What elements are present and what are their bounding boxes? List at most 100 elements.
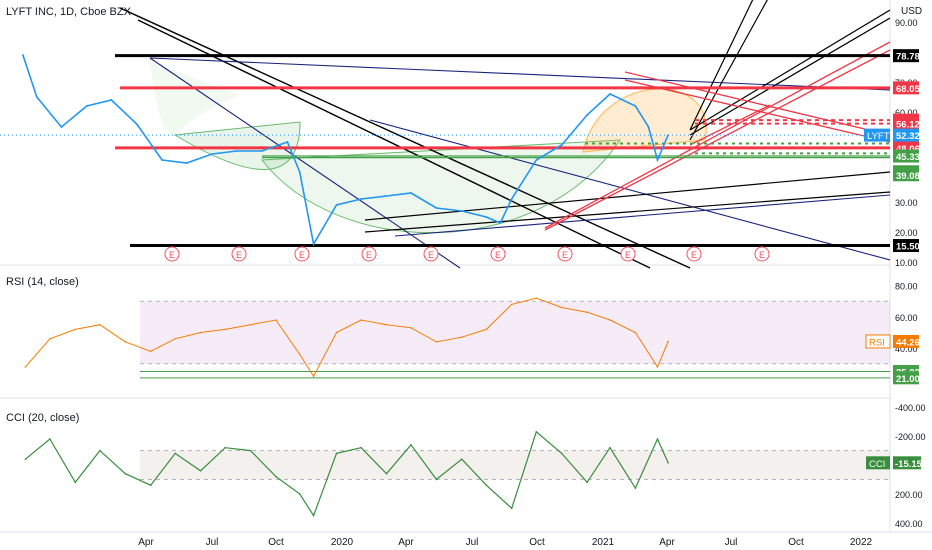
price-point [185,162,188,164]
cci-point [124,472,127,475]
price-point [60,126,63,128]
curve-fill [150,62,240,136]
time-axis-label: Oct [268,537,284,548]
earnings-marker[interactable]: E [490,246,506,262]
rsi-point [24,366,27,368]
rsi-point [224,328,226,331]
trendline [394,194,891,237]
rsi-point [249,323,252,326]
rsi-point [174,337,177,340]
cci-point [298,493,301,495]
rsi-point [199,331,202,334]
cci-point [385,472,388,475]
price-point [161,159,164,161]
trendline [364,191,891,233]
earnings-marker[interactable]: E [231,246,247,262]
price-point [298,171,301,173]
time-axis-label: 2022 [850,537,873,548]
cci-point [99,449,101,452]
rsi-point [385,323,388,326]
rsi-point [460,336,463,338]
price-point [499,222,502,224]
earnings-marker[interactable]: E [423,246,439,262]
cci-point [224,446,226,449]
earnings-circle [557,246,573,262]
cci-point [360,446,362,449]
earnings-marker[interactable]: E [361,246,377,262]
tag-background [893,81,919,95]
earnings-label: E [691,250,697,260]
earnings-label: E [236,250,242,260]
price-point [634,105,637,107]
last-price-tag[interactable]: LYFT 52.32 [864,128,920,143]
cci-point [24,458,27,461]
price-point [510,198,513,200]
price-point [647,126,650,128]
cci-point [435,478,438,481]
earnings-marker[interactable]: E [754,246,770,262]
price-point [435,207,438,209]
earnings-label: E [366,250,372,260]
price-point [261,150,263,152]
price-axis-tick: 10.00 [895,258,918,268]
rsi-value-tag: RSI 44.26 [865,334,920,349]
cci-point [560,452,563,455]
earnings-marker[interactable]: E [294,246,310,262]
cci-pane-title: CCI (20, close) [6,412,80,424]
tag-value: 78.78 [896,52,920,63]
price-point [609,93,611,95]
tag-background [893,371,919,385]
tag-value: 48.06 [896,144,920,155]
rsi-point [360,319,362,321]
cci-point [149,484,152,487]
rsi-point [74,328,77,331]
price-point [135,123,138,125]
time-axis-label: 2021 [592,537,615,548]
rsi-point [609,319,611,321]
earnings-marker[interactable]: E [164,246,180,262]
cci-point [410,443,412,446]
last-price-label: LYFT [867,131,890,142]
earnings-marker[interactable]: E [557,246,573,262]
cci-point [49,438,51,440]
cci-axis-tick: -400.00 [895,403,926,413]
cci-point [656,438,659,440]
rsi-point [124,341,127,343]
price-point [235,150,238,152]
earnings-marker[interactable]: E [686,246,702,262]
price-point [312,243,315,245]
cci-point [312,514,315,517]
time-axis-label: Apr [659,537,675,548]
rsi-axis-tick: 80.00 [895,282,918,292]
price-point [586,114,588,116]
trendline [624,71,891,136]
rsi-point [560,306,563,309]
currency-label[interactable]: USD [901,6,923,17]
price-axis-tick: 30.00 [895,198,918,208]
trendline [364,171,891,221]
price-point [35,96,38,98]
earnings-marker[interactable]: E [620,246,636,262]
rsi-point [275,319,277,321]
price-point [211,153,213,155]
cci-point [460,458,463,461]
cci-axis-tick: 400.00 [895,519,923,529]
time-axis-label: Apr [138,537,154,548]
trendline [544,41,891,229]
trendline [149,57,891,91]
price-point [360,198,362,200]
earnings-circle [686,246,702,262]
tag-background [893,49,919,63]
cci-point [634,487,637,489]
cci-value-tag: CCI -15.15 [866,456,923,470]
trendline [689,17,891,136]
cci-label: CCI [869,459,885,470]
trendline [689,104,771,146]
price-level-tag: 15.50 [893,239,920,253]
price-axis-tick: 60.00 [895,108,918,118]
time-axis-label: Oct [529,537,545,548]
tag-background [893,149,919,163]
tag-value: 21.00 [896,374,920,385]
tag-value: 56.12 [896,120,920,131]
